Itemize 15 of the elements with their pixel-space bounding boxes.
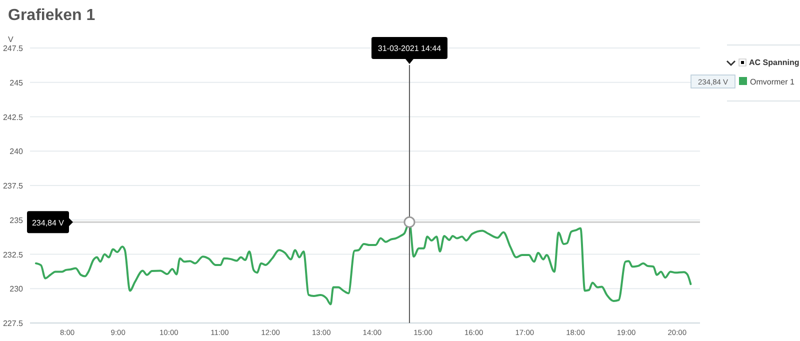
y-tick-label: 247.5 [2, 44, 24, 53]
y-tick-label: 235 [10, 216, 24, 225]
ref-line-label: 31-03-2021 14:44 [378, 44, 442, 53]
y-tick-label: 237.5 [2, 182, 24, 190]
y-tick-label: 230 [10, 284, 24, 294]
chart-title: Grafieken 1 [8, 7, 96, 24]
y-tick-label: 242.5 [2, 112, 24, 122]
y-tick-label: 232.5 [2, 250, 24, 260]
y-tick-label: 245 [10, 78, 24, 88]
y-tick-label: 227.5 [2, 319, 24, 328]
legend-label: Omvormer 1 [750, 78, 795, 86]
legend-title: AC Spanning [749, 58, 800, 67]
ref-line-label: 234,84 V [32, 218, 65, 228]
y-tick-label: 240 [10, 147, 24, 156]
y-axis-title: V [8, 35, 14, 44]
